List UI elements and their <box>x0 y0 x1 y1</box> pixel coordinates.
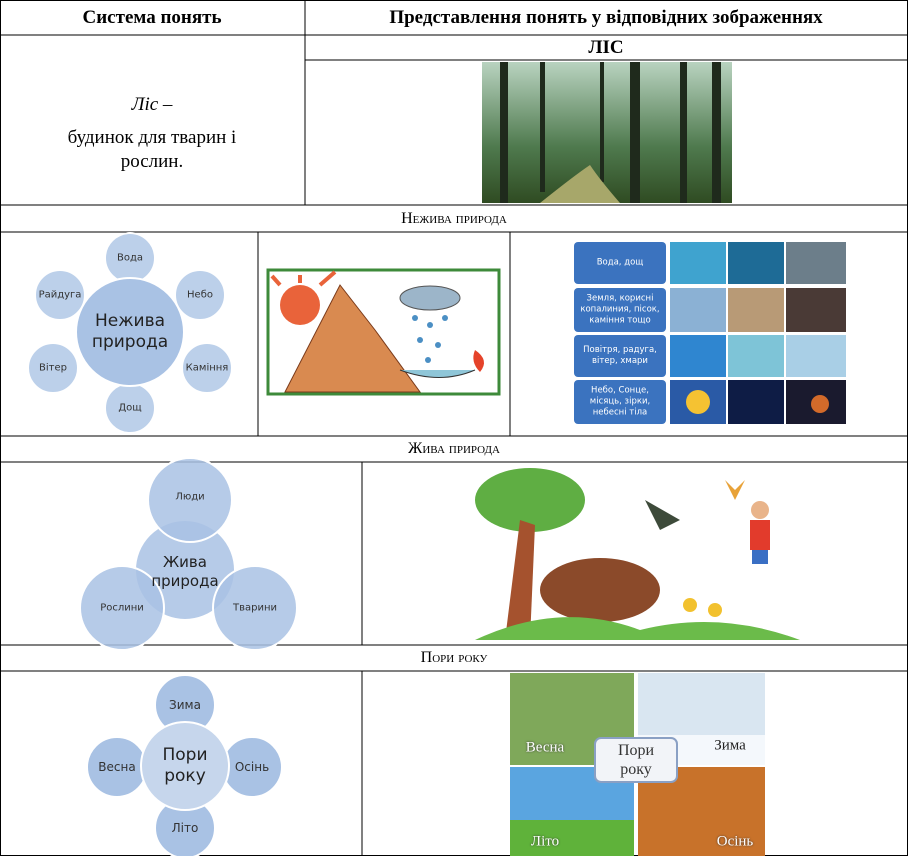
diagram-item: Люди <box>175 491 205 503</box>
term-word: Ліс <box>131 94 159 115</box>
section-heading: Нежива природа <box>401 210 507 227</box>
photo-center: Пори року <box>617 742 655 778</box>
section-heading: ЛІС <box>588 37 624 58</box>
diagram-item: Рослини <box>100 602 144 614</box>
diagram-item: Каміння <box>185 362 229 374</box>
group-label: Вода, дощ <box>596 257 644 268</box>
photo-label: Літо <box>530 833 560 850</box>
section-heading: Пори року <box>420 649 488 666</box>
dash: – <box>162 94 173 115</box>
diagram-item: Дощ <box>118 402 142 414</box>
diagram-item: Вода <box>116 252 144 264</box>
diagram-item: Вітер <box>39 362 67 374</box>
diagram-item: Весна <box>98 760 136 774</box>
photo-label: Весна <box>525 739 565 756</box>
term: Ліс – <box>132 94 173 116</box>
definition: будинок для тварин і рослин. <box>67 127 237 172</box>
living-diagram <box>79 457 298 651</box>
seasons-photo <box>510 673 765 856</box>
photo-label: Осінь <box>716 833 754 850</box>
photo-label: Зима <box>714 737 746 754</box>
diagram-item: Літо <box>171 821 199 835</box>
header-cell: Система понять <box>82 7 222 28</box>
living-drawing <box>475 468 800 640</box>
diagram-item: Зима <box>169 698 201 712</box>
nonliving-drawing <box>266 268 501 396</box>
diagram-item: Райдуга <box>38 289 82 301</box>
diagram-item: Осінь <box>234 760 270 774</box>
diagram-center: Нежива природа <box>91 311 169 352</box>
header-cell: Представлення понять у відповідних зобра… <box>389 7 823 28</box>
diagram-center: Жива природа <box>151 553 219 590</box>
diagram-item: Небо <box>187 289 213 301</box>
nonliving-groups <box>574 242 846 424</box>
group-label: Повітря, радуга, вітер, хмари <box>583 345 657 366</box>
nonliving-diagram <box>27 232 233 434</box>
section-heading: Жива природа <box>408 440 500 457</box>
forest-photo <box>482 62 732 203</box>
seasons-diagram <box>86 674 283 856</box>
group-label: Небо, Сонце, місяць, зірки, небесні тіла <box>589 385 651 418</box>
diagram-item: Тварини <box>232 602 278 614</box>
group-label: Земля, корисні копалиния, пісок, каміння… <box>580 293 660 326</box>
diagram-center: Пори року <box>162 745 208 786</box>
